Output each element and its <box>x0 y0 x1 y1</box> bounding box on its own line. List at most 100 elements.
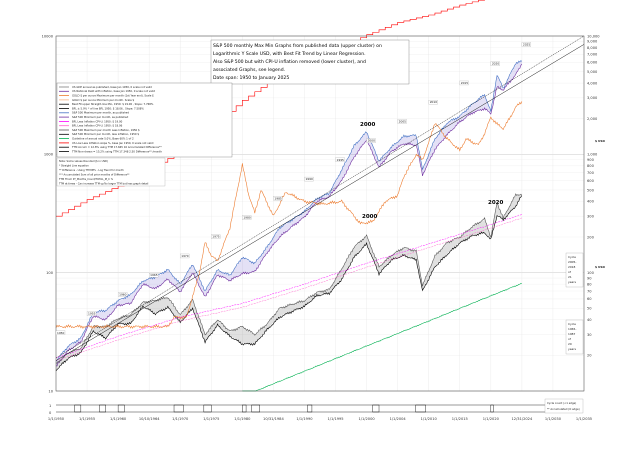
y-tick-left: 1000 <box>44 153 54 157</box>
plot-frame <box>55 35 585 392</box>
x-tick: 1/1/2000 <box>359 417 376 421</box>
x-tick: 1/1/2035 <box>576 417 592 421</box>
year-box <box>55 330 66 335</box>
year-label: 1965 <box>150 273 158 277</box>
year-label: 2005 <box>399 119 407 123</box>
cycle-pulse <box>173 404 184 413</box>
year-label: 1980 <box>243 216 251 220</box>
svg-text:years: years <box>568 347 576 351</box>
year-box <box>117 292 128 297</box>
year-box <box>273 196 283 201</box>
bold-annotation-2000-lower: 2000 <box>362 214 377 220</box>
year-label: 2025 <box>523 43 531 47</box>
series-line-2 <box>55 193 522 364</box>
cycle-note-upper: Cycle 2005- 2018 of 21 years <box>565 252 584 288</box>
legend-label: BFL ± 5.9% * of line BFL 1950: $ 18.06 ,… <box>72 106 144 110</box>
strip-label-1: 1 <box>49 404 51 408</box>
cycle-pulse <box>203 404 212 413</box>
title-line-1: Logarithmic Y Scale USD, with Best Fit T… <box>213 51 366 57</box>
x-tick: 1/1/1955 <box>79 417 95 421</box>
y-tick-right: 80 <box>587 282 592 286</box>
y-tick-right: 90 <box>587 276 592 280</box>
right-unit-upper: $ USD <box>595 139 605 143</box>
series-line-1 <box>55 63 523 367</box>
year-label: 1960 <box>119 292 127 296</box>
legend-label: TTM Non-drawn = 15.2% using TTM 17.348 2… <box>72 149 162 153</box>
y-tick-right: 900 <box>587 158 595 162</box>
y-tick-right: 6,000 <box>587 61 598 65</box>
y-tick-right: 400 <box>587 200 595 204</box>
x-tick: 1/1/1960 <box>110 417 127 421</box>
year-label: 2010 <box>430 100 438 104</box>
series-line-8 <box>55 217 522 361</box>
legend-label: TTM Accum = 12.8% using TTM 17.665 16 Ac… <box>72 145 162 149</box>
note-3: *** Accumulated Sum of all prior months … <box>59 173 130 177</box>
x-tick: 1/1/1975 <box>203 417 219 421</box>
series-line-6 <box>242 283 522 392</box>
year-box <box>335 157 345 162</box>
note-1: * Straight Line equation <box>59 164 89 168</box>
year-annotations: 1950 1955 1960 1965 1970 1975 1980 1985 1990 1995… <box>55 42 532 335</box>
y-tick-right: 9,000 <box>587 40 598 44</box>
cycle-pulse <box>117 404 125 413</box>
strip-label-0: 0 <box>49 411 52 415</box>
y-tick-right: 7,000 <box>587 53 598 57</box>
legend-label: S&P 500 Maximum per month, as published <box>72 111 129 115</box>
legend-label: US National Debt with inflation, base Ja… <box>72 89 155 93</box>
y-tick-right: 60 <box>587 297 592 301</box>
series-line-3 <box>55 195 523 372</box>
y-tick-right: 600 <box>587 179 595 183</box>
series-fills <box>56 61 522 370</box>
bold-annotation-2000-upper: 2000 <box>360 122 375 128</box>
x-tick: 1/1/2020 <box>483 417 500 421</box>
y-tick-right: 70 <box>587 289 592 293</box>
note-2: ** Difference - Using TTM BFL - Log Tren… <box>59 168 124 172</box>
cycle-pulse <box>251 404 260 413</box>
y-tick-right: 50 <box>587 307 592 311</box>
y-axis-left: 10000 1000 100 10 <box>42 34 54 393</box>
year-label: 1950 <box>57 331 65 335</box>
svg-text:of: of <box>568 270 572 274</box>
x-tick: 1/1/2030 <box>545 417 562 421</box>
y-tick-left: 10 <box>48 389 53 393</box>
series-lines <box>55 0 523 392</box>
svg-text:21: 21 <box>568 275 572 279</box>
title-line-2: Also S&P 500 but with CPI-U inflation re… <box>213 59 366 65</box>
y-tick-right: 20 <box>587 354 592 358</box>
x-tick: 1/1/1980 <box>234 417 251 421</box>
year-label: 1975 <box>212 235 220 239</box>
y-tick-right: 30 <box>587 333 592 337</box>
year-label: 1970 <box>181 254 189 258</box>
legend-label: BFL Less Inflation CPI-U, 1950: $ 19.00 <box>72 119 123 123</box>
y-tick-right: 300 <box>587 215 595 219</box>
y-tick-right: 5,000 <box>587 70 598 74</box>
legend-label: Guideline of annual rate 5.0%, Base 60% … <box>72 137 134 141</box>
title-line-3: associated Graphs, see legend. <box>213 67 285 73</box>
note-4: TTM Thom P?_Months_Count/TOTAL_M_C % <box>59 177 114 181</box>
svg-text:2018: 2018 <box>568 265 576 269</box>
svg-text:Cycle count (<1 edge): Cycle count (<1 edge) <box>547 401 576 405</box>
band-sp500 <box>56 61 522 366</box>
year-label: 1990 <box>305 177 313 181</box>
year-box <box>521 42 532 47</box>
y-tick-right: 200 <box>587 235 595 239</box>
x-tick: 1/1/2004 <box>390 417 407 421</box>
legend-label: US Low Less Inflation slope %, base Jan … <box>72 141 154 145</box>
year-box <box>397 119 407 124</box>
y-tick-left: 100 <box>46 271 54 275</box>
y-tick-right: 4,000 <box>587 81 598 85</box>
x-tick: 10/10/1964 <box>139 417 160 421</box>
bottom-legend: Cycle count (<1 edge) ** Accumulated (O … <box>544 398 584 414</box>
y-tick-right: 100 <box>587 271 595 275</box>
svg-text:1987: 1987 <box>568 332 576 336</box>
y-tick-right: 1,000 <box>587 153 598 157</box>
cycle-note-lower: Cycle 1965- 1987 of 20 years <box>565 319 584 355</box>
note-5: TTM at times - Can increase TTM up?to la… <box>59 182 149 186</box>
x-tick: 10/31/1984 <box>263 417 284 421</box>
year-label: 1995 <box>337 158 345 162</box>
y-tick-right: 800 <box>587 164 595 168</box>
y-tick-right: 8,000 <box>587 46 598 50</box>
year-box <box>180 253 190 259</box>
y-tick-right: 2,000 <box>587 117 598 121</box>
legend-label: S&P 500 Minimum per month, as published <box>72 115 129 119</box>
